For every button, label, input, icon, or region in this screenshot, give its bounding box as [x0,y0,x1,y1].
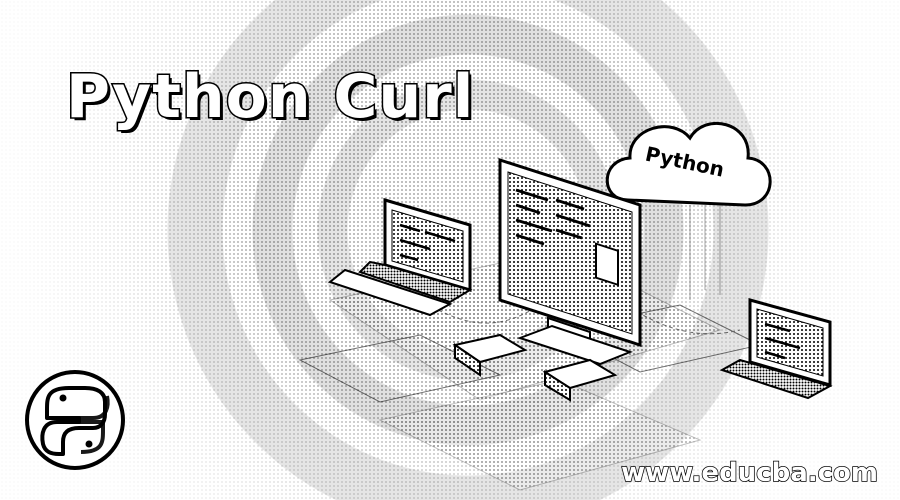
cloud-icon: Python [605,121,772,300]
laptop-icon [719,298,833,400]
desktop-monitor-icon [498,157,642,366]
python-logo-icon [25,370,125,470]
page-title: Python Curl [64,61,475,134]
site-watermark: www.educba.com [620,457,878,489]
laptop-icon [327,197,473,317]
router-icon [452,333,618,402]
